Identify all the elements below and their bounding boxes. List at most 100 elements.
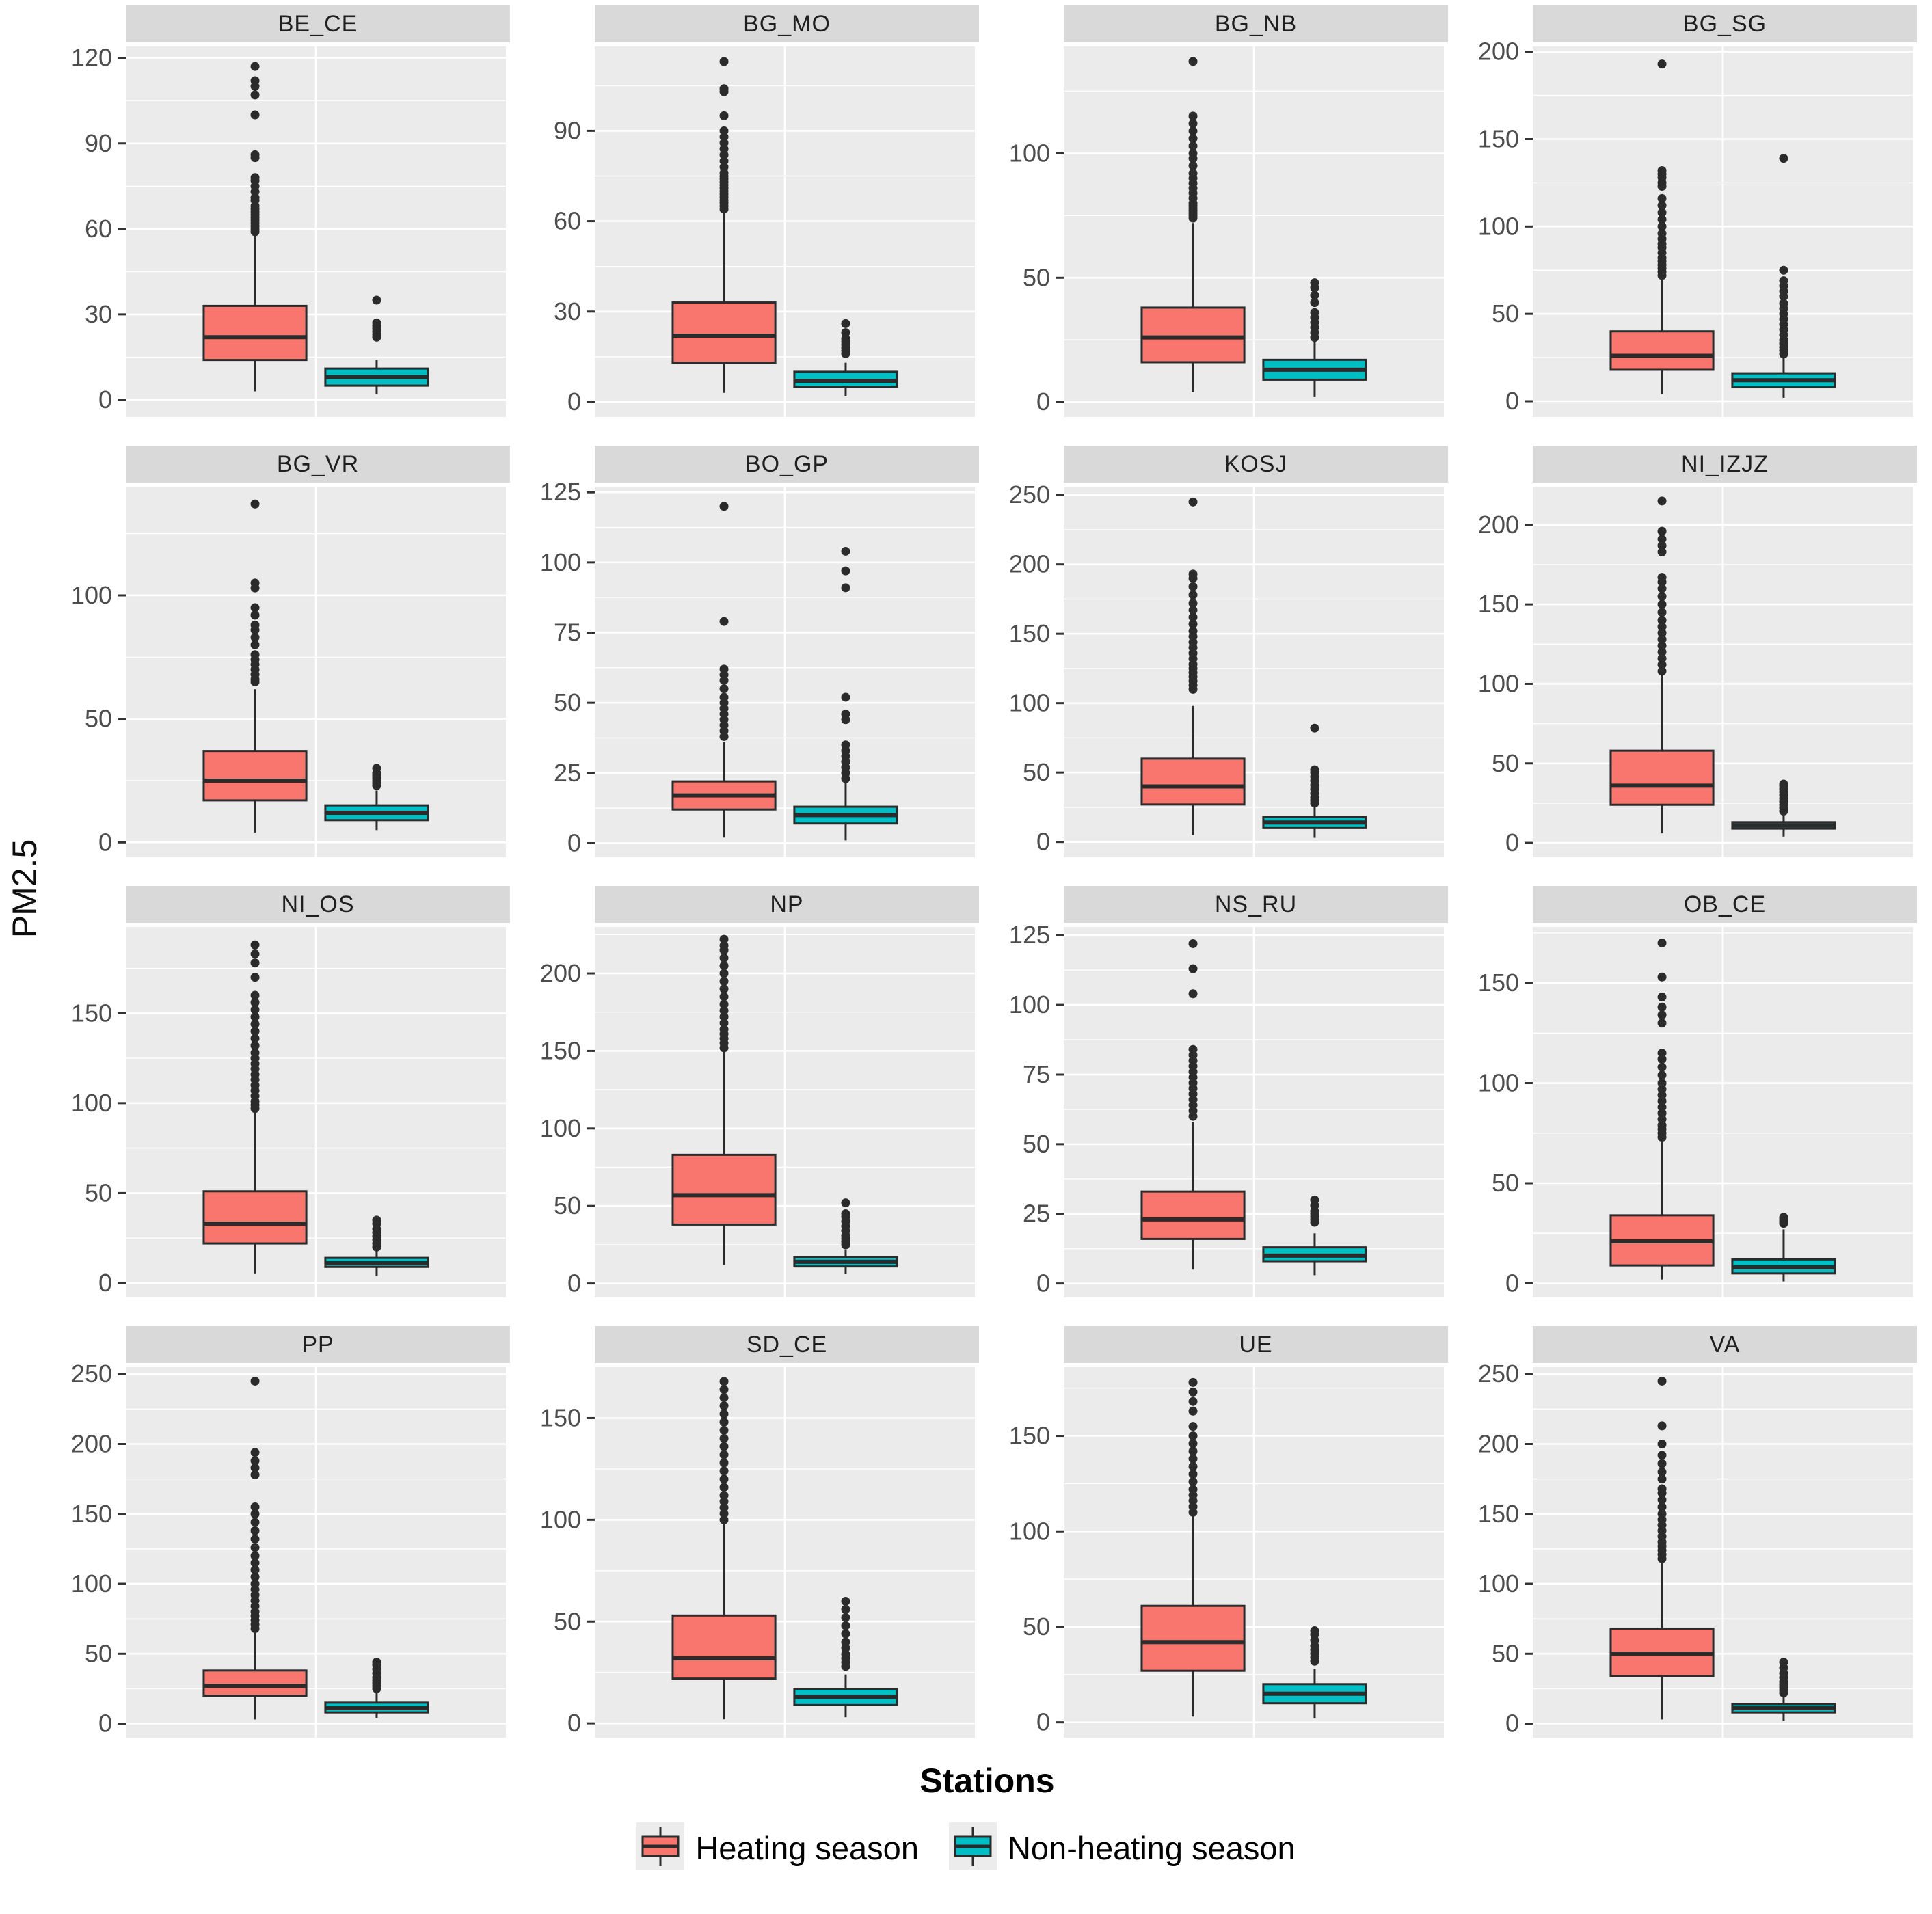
y-tick-label: 125 [540,483,581,506]
outlier-point [1657,496,1667,506]
outliers-non-heating-season [841,1596,850,1671]
outliers-heating-season [1657,59,1667,280]
y-tick-label: 100 [1009,139,1050,167]
outlier-point [1188,582,1198,591]
y-tick-label: 100 [1478,669,1519,697]
facet-bg-mo: BG_MO 0 30 60 90 [526,5,979,422]
outlier-point [1188,119,1198,129]
outliers-heating-season [1188,57,1198,223]
y-tick-label: 150 [1009,1422,1050,1450]
strip-label: BG_SG [1533,5,1917,42]
outlier-point [841,1604,850,1614]
outlier-point [1657,193,1667,203]
outlier-point [719,1515,729,1524]
facet-ns-ru: NS_RU 0 25 50 75 100 125 [995,886,1448,1303]
outlier-point [250,499,260,509]
outlier-point [841,1629,850,1639]
y-tick-label: 0 [1505,1269,1519,1297]
outlier-point [1657,653,1667,663]
outlier-point [250,1565,260,1575]
outlier-point [719,941,729,950]
outlier-point [1657,615,1667,625]
outlier-point [250,1543,260,1552]
facet-bg-sg: BG_SG 0 50 100 150 200 [1464,5,1917,422]
outlier-point [719,1012,729,1022]
y-tick-label: 50 [85,705,112,733]
strip-label: OB_CE [1533,886,1917,923]
outlier-point [1657,547,1667,556]
outlier-point [841,1613,850,1622]
y-tick-label: 150 [540,1403,581,1431]
facet-bg-vr: BG_VR 0 50 100 [57,446,510,863]
outliers-non-heating-season [1310,723,1319,808]
outlier-point [1188,148,1198,158]
outlier-point [1657,608,1667,617]
outliers-non-heating-season [1779,1213,1788,1228]
outlier-point [372,1215,381,1225]
y-tick-label: 150 [71,1500,112,1528]
outlier-point [1188,612,1198,622]
outlier-point [1657,1079,1667,1088]
outlier-point [719,1491,729,1500]
outlier-point [250,90,260,100]
facet-plot-ns-ru: 0 25 50 75 100 125 [1009,923,1444,1297]
outlier-point [1657,1019,1667,1028]
outliers-heating-season [1188,497,1198,694]
outlier-point [1657,1467,1667,1477]
facet-plot-bg-sg: 0 50 100 150 200 [1478,42,1913,417]
facet-plot-np: 0 50 100 150 200 [540,927,975,1297]
outlier-point [1188,939,1198,948]
strip-label: PP [126,1326,510,1363]
outlier-point [1188,599,1198,608]
outlier-point [1657,1509,1667,1519]
y-tick-label: 100 [540,1505,581,1533]
facet-plot-bg-mo: 0 30 60 90 [554,46,975,417]
y-tick-label: 90 [554,116,581,144]
outlier-point [1188,141,1198,151]
outlier-point [719,999,729,1009]
facet-plot-kosj: 0 50 100 150 200 250 [1009,483,1444,857]
y-tick-label: 0 [567,1709,581,1737]
outlier-point [1188,134,1198,144]
y-tick-label: 75 [1023,1060,1050,1088]
outlier-point [719,1483,729,1492]
box-heating-season [671,301,777,364]
outlier-point [250,1572,260,1582]
outliers-heating-season [1188,1377,1198,1517]
y-tick-label: 200 [71,1429,112,1457]
y-tick-label: 75 [554,619,581,647]
box-heating-season [1140,1190,1246,1240]
outlier-point [250,110,260,120]
y-tick-label: 50 [1023,1130,1050,1158]
box-heating-season [1609,330,1715,371]
legend-item-heating: Heating season [636,1822,919,1874]
heating-season-key-icon [636,1822,685,1874]
outlier-point [1188,1477,1198,1487]
outlier-point [1188,1454,1198,1464]
outlier-point [719,1393,729,1403]
y-tick-label: 50 [1023,758,1050,786]
facet-plot-bg-vr: 0 50 100 [71,487,506,857]
y-tick-label: 50 [1492,299,1519,327]
y-tick-label: 50 [85,1639,112,1667]
outlier-point [1188,1044,1198,1054]
outlier-point [841,1621,850,1630]
outlier-point [1657,647,1667,657]
facet-np: NP 0 50 100 150 200 [526,886,979,1303]
outlier-point [250,1456,260,1466]
facet-plot-ob-ce: 0 50 100 150 [1478,927,1913,1297]
outlier-point [1188,497,1198,507]
outlier-point [1657,641,1667,651]
y-tick-label: 0 [98,1269,112,1297]
outlier-point [1310,723,1319,733]
outlier-point [719,692,729,702]
y-tick-label: 50 [1492,1169,1519,1197]
outlier-point [719,664,729,674]
outlier-point [1188,169,1198,178]
strip-label: BG_VR [126,446,510,483]
facet-kosj: KOSJ 0 50 100 150 200 250 [995,446,1448,863]
facet-plot-ni-os: 0 50 100 150 [71,927,506,1297]
y-tick-label: 0 [98,386,112,414]
outlier-point [1657,166,1667,176]
y-tick-label: 100 [1009,990,1050,1019]
